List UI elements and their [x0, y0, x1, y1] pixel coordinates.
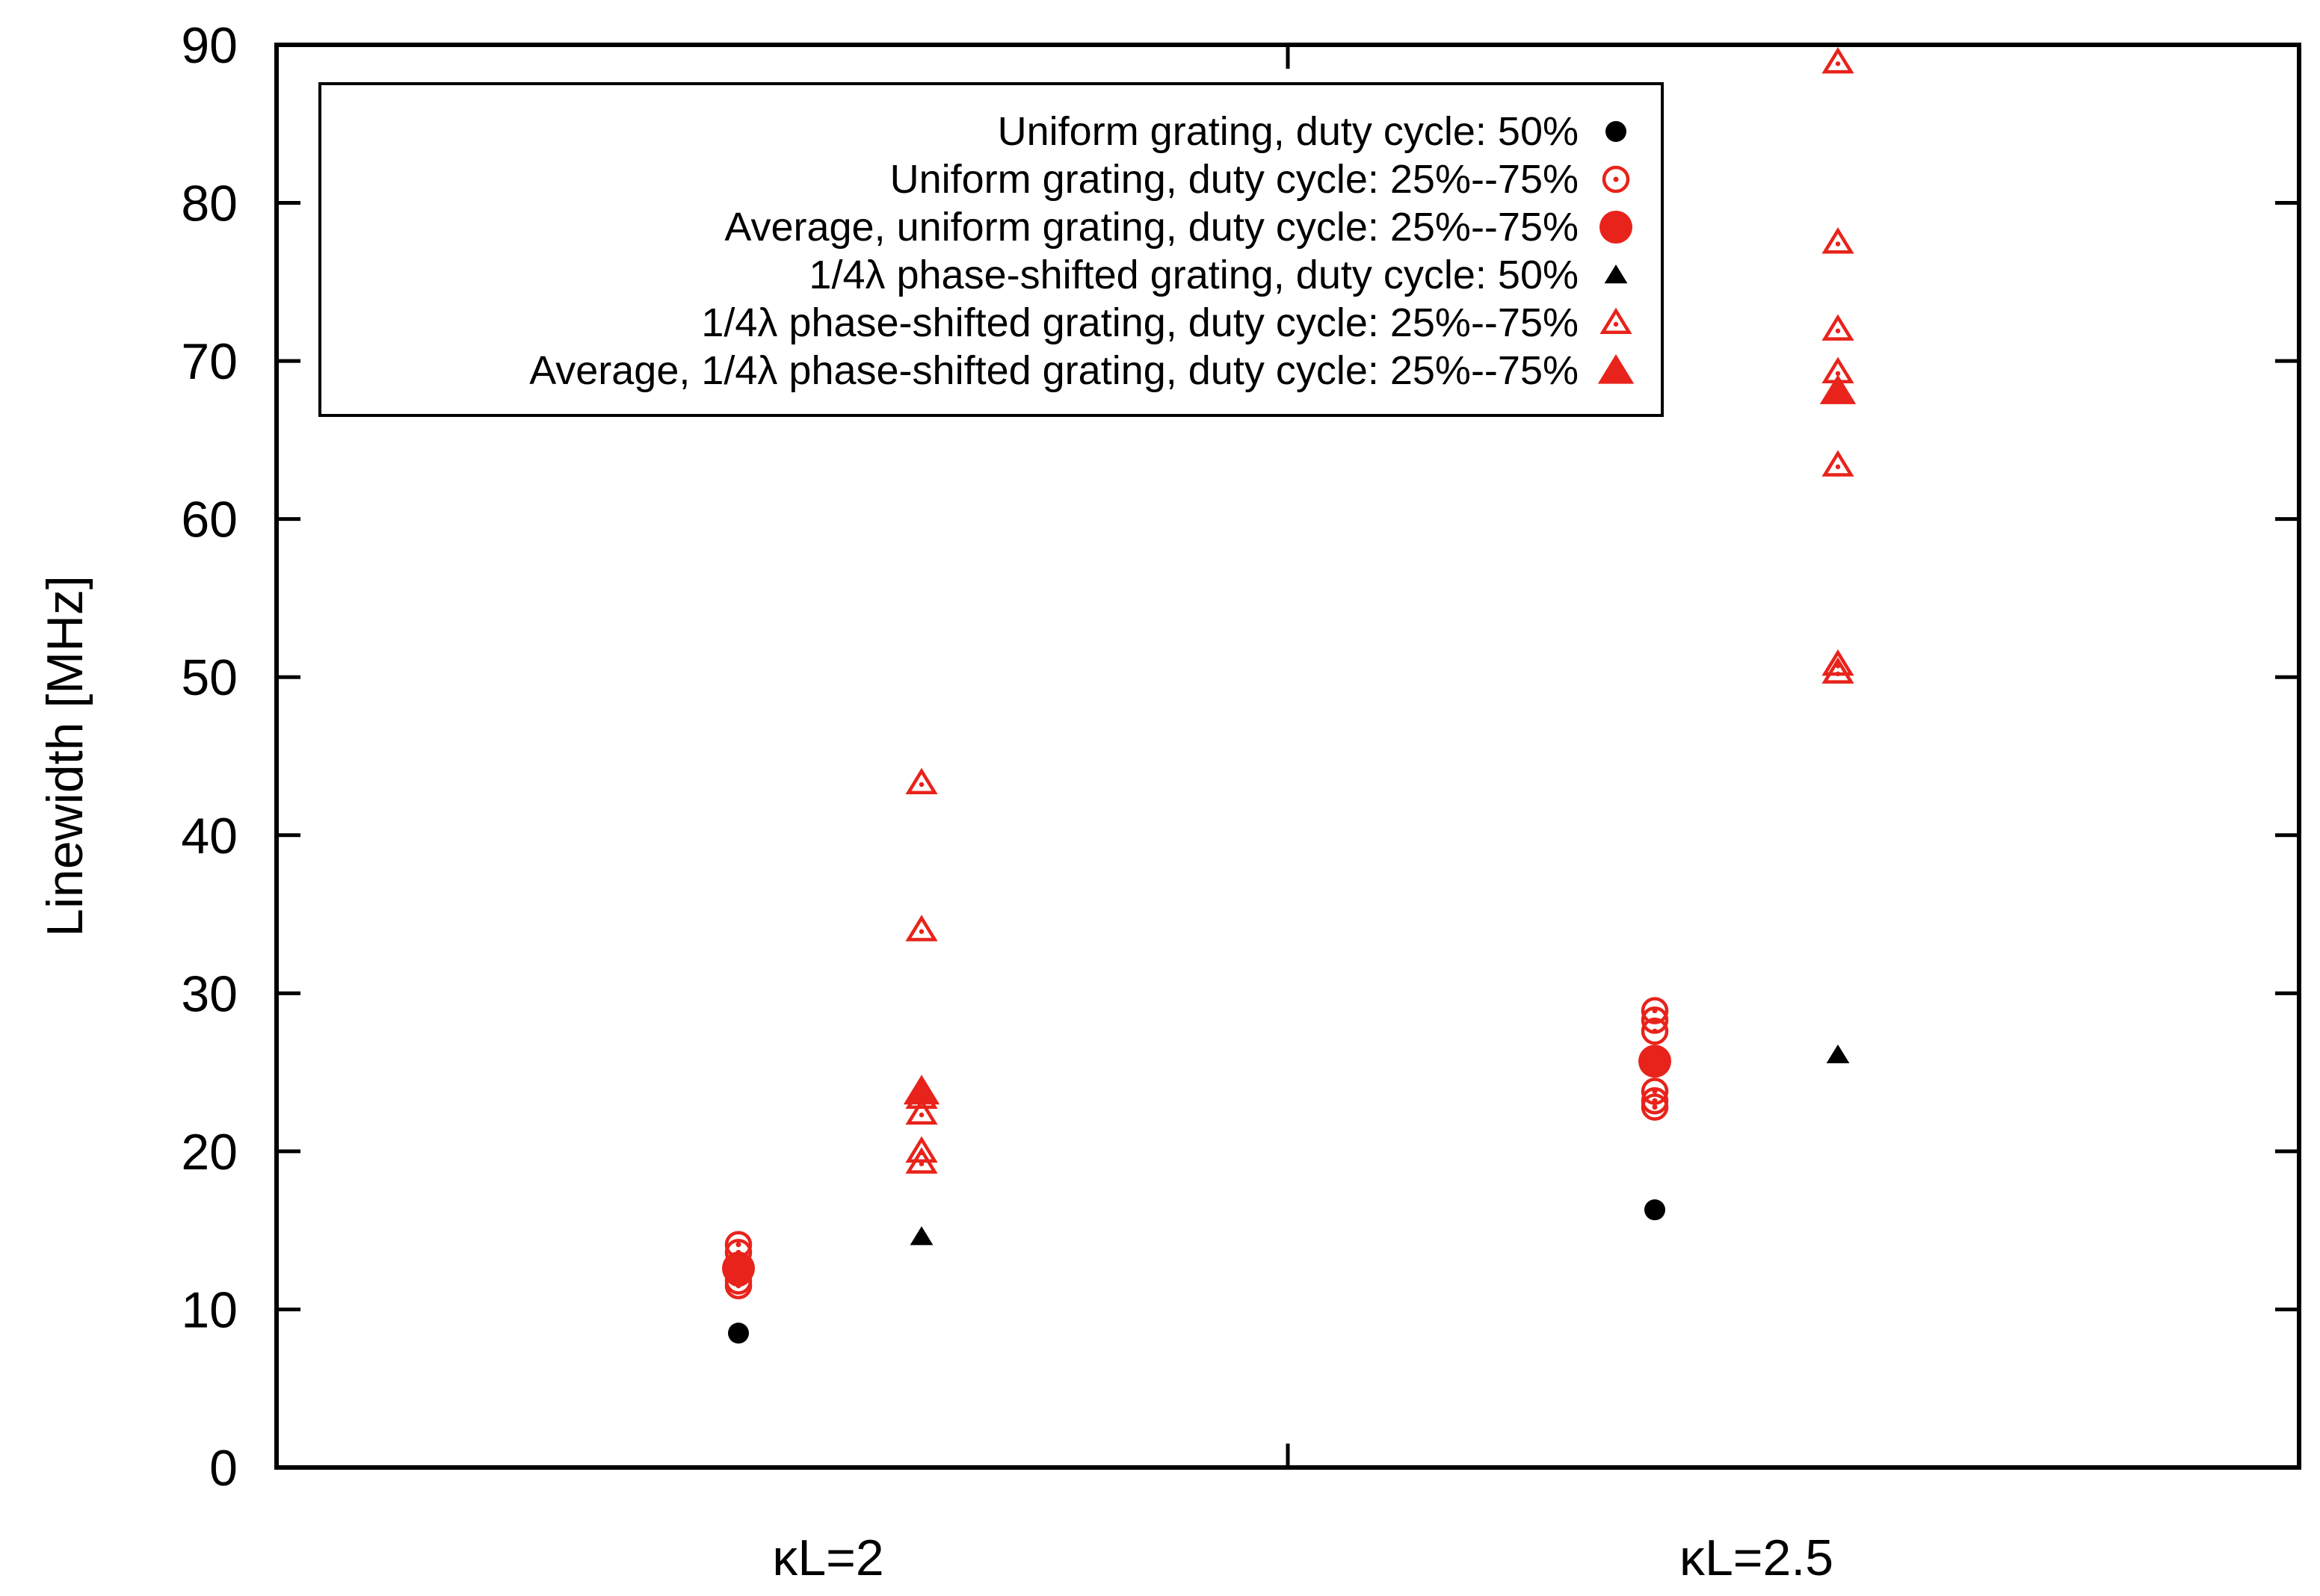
- data-point-s3-1: [1826, 1044, 1850, 1064]
- data-point-s1-8: [1641, 1017, 1669, 1045]
- y-axis-title: Linewidth [MHz]: [37, 575, 93, 937]
- y-tick-label-80: 80: [181, 176, 238, 232]
- data-point-s5-1: [1819, 374, 1857, 404]
- y-tick-label-30: 30: [181, 965, 238, 1022]
- legend-label-1: Uniform grating, duty cycle: 25%--75%: [890, 157, 1579, 202]
- data-point-s4-12: [1821, 657, 1854, 684]
- data-point-s4-8: [1821, 314, 1854, 341]
- y-tick-label-70: 70: [181, 333, 238, 390]
- data-point-s4-7: [1821, 227, 1854, 254]
- legend-label-5: Average, 1/4λ phase-shifted grating, dut…: [529, 348, 1579, 393]
- data-point-s3-0: [910, 1226, 934, 1246]
- data-point-s4-5: [905, 1147, 938, 1174]
- x-category-label-1: κL=2.5: [1679, 1530, 1833, 1586]
- data-point-s0-1: [1644, 1199, 1665, 1221]
- legend-label-3: 1/4λ phase-shifted grating, duty cycle: …: [809, 253, 1579, 297]
- x-category-label-0: κL=2: [772, 1530, 883, 1586]
- data-point-s4-6: [1821, 46, 1854, 74]
- data-point-s2-0: [722, 1252, 755, 1285]
- data-point-s0-0: [728, 1323, 749, 1344]
- legend-marker-3: [1604, 265, 1628, 284]
- y-tick-label-90: 90: [181, 17, 238, 74]
- data-point-s1-11: [1641, 1093, 1669, 1121]
- legend-marker-1: [1602, 165, 1630, 194]
- y-tick-label-0: 0: [209, 1440, 238, 1497]
- y-tick-label-60: 60: [181, 492, 238, 548]
- legend-marker-4: [1599, 307, 1632, 335]
- legend: Uniform grating, duty cycle: 50%Uniform …: [318, 82, 1664, 417]
- data-point-s2-1: [1638, 1045, 1671, 1078]
- data-point-s4-3: [905, 1098, 938, 1125]
- legend-label-4: 1/4λ phase-shifted grating, duty cycle: …: [701, 300, 1579, 345]
- y-tick-label-10: 10: [181, 1281, 238, 1338]
- data-point-s5-0: [903, 1074, 940, 1105]
- x-axis-ticks: κL=2 κL=2.5: [772, 45, 1833, 1586]
- y-axis-ticks: 0 10 20 30 40 50 60 70 80 90: [181, 17, 2299, 1497]
- legend-marker-0: [1605, 121, 1626, 142]
- legend-marker-5: [1597, 354, 1635, 384]
- legend-box: [318, 82, 1664, 417]
- data-point-s4-1: [905, 915, 938, 941]
- legend-label-0: Uniform grating, duty cycle: 50%: [998, 109, 1579, 154]
- y-tick-label-20: 20: [181, 1124, 238, 1181]
- legend-marker-2: [1599, 211, 1632, 244]
- data-point-s4-10: [1821, 450, 1854, 477]
- data-point-s4-0: [905, 767, 938, 795]
- legend-label-2: Average, uniform grating, duty cycle: 25…: [724, 205, 1579, 250]
- y-tick-label-50: 50: [181, 649, 238, 706]
- data-points: [722, 46, 1857, 1344]
- y-tick-label-40: 40: [181, 808, 238, 864]
